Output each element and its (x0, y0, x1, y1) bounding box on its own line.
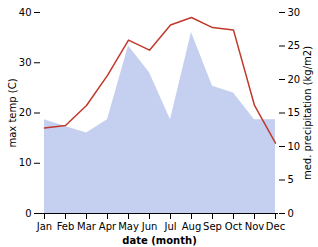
svg-text:15: 15 (288, 107, 301, 118)
svg-text:med. precipitation (kg/m2): med. precipitation (kg/m2) (302, 46, 313, 180)
svg-text:30: 30 (288, 7, 301, 18)
svg-text:Mar: Mar (77, 221, 97, 232)
svg-text:5: 5 (288, 174, 294, 185)
svg-text:20: 20 (19, 107, 32, 118)
svg-text:Jan: Jan (36, 221, 52, 232)
svg-text:0: 0 (25, 208, 31, 219)
svg-text:May: May (118, 221, 139, 232)
svg-text:30: 30 (19, 57, 32, 68)
svg-text:Dec: Dec (266, 221, 285, 232)
svg-text:Jun: Jun (141, 221, 158, 232)
svg-text:0: 0 (288, 208, 294, 219)
svg-text:Sep: Sep (203, 221, 222, 232)
svg-text:date (month): date (month) (122, 235, 196, 246)
svg-text:10: 10 (19, 157, 32, 168)
svg-text:Jul: Jul (163, 221, 176, 232)
svg-text:25: 25 (288, 40, 301, 51)
svg-text:Aug: Aug (182, 221, 202, 232)
svg-text:Oct: Oct (225, 221, 242, 232)
svg-text:max temp (C): max temp (C) (7, 78, 18, 147)
svg-text:Nov: Nov (245, 221, 265, 232)
svg-text:10: 10 (288, 141, 301, 152)
svg-text:Feb: Feb (57, 221, 75, 232)
svg-text:20: 20 (288, 74, 301, 85)
svg-text:Apr: Apr (99, 221, 117, 232)
svg-text:40: 40 (19, 7, 32, 18)
